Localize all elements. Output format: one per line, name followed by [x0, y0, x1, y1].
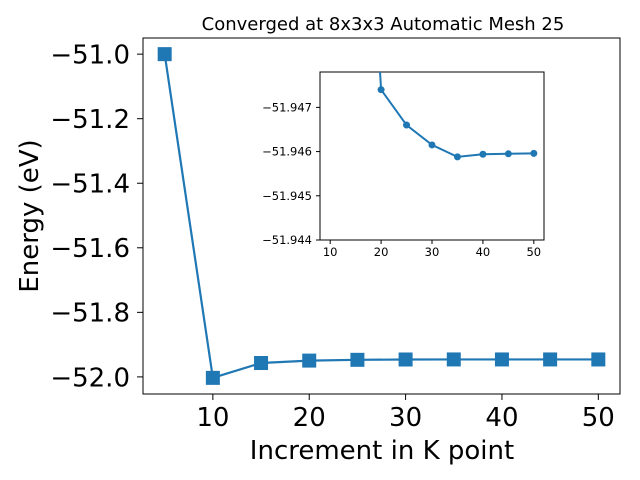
inset-x-axis: 10 20 30 40 50	[323, 240, 541, 259]
main-y-axis: −52.0 −51.8 −51.6 −51.4 −51.2 −51.0	[50, 40, 143, 393]
inset-x-tick-label: 30	[425, 245, 440, 259]
main-y-tick-label: −51.2	[50, 105, 130, 135]
inset-data-point	[377, 86, 385, 94]
inset-data-point	[428, 141, 436, 149]
inset-y-tick-label: −51.944	[262, 233, 312, 247]
main-x-tick-label: 50	[582, 403, 615, 433]
main-x-tick-label: 40	[485, 403, 518, 433]
inset-x-tick-label: 50	[526, 245, 541, 259]
main-y-tick-label: −51.8	[50, 299, 130, 329]
main-data-point	[446, 352, 461, 367]
inset-x-tick-label: 10	[323, 245, 338, 259]
inset-data-point	[479, 150, 487, 158]
main-x-tick-label: 30	[389, 403, 422, 433]
main-data-point	[350, 352, 365, 367]
y-axis-label: Energy (eV)	[15, 139, 45, 292]
main-data-point	[494, 352, 509, 367]
main-y-tick-label: −51.0	[50, 40, 130, 70]
inset-series-markers	[377, 86, 538, 161]
inset-data-point	[530, 149, 538, 157]
main-y-tick-label: −52.0	[50, 363, 130, 393]
main-x-axis: 10 20 30 40 50	[196, 394, 615, 433]
main-y-tick-label: −51.4	[50, 170, 130, 200]
main-data-point	[157, 47, 172, 62]
inset-y-tick-label: −51.945	[262, 189, 312, 203]
main-data-point	[543, 352, 558, 367]
inset-y-axis: −51.947 −51.946 −51.945 −51.944	[262, 101, 320, 247]
inset-data-point	[504, 150, 512, 158]
main-data-point	[254, 356, 269, 371]
main-x-tick-label: 20	[293, 403, 326, 433]
main-series-markers	[157, 47, 606, 385]
main-data-point	[591, 352, 606, 367]
chart-title: Converged at 8x3x3 Automatic Mesh 25	[202, 14, 565, 35]
inset-x-tick-label: 40	[476, 245, 491, 259]
inset-y-tick-label: −51.946	[262, 145, 312, 159]
x-axis-label: Increment in K point	[250, 436, 514, 466]
inset-data-point	[403, 121, 411, 129]
main-data-point	[398, 352, 413, 367]
main-series-line	[163, 53, 599, 380]
inset-x-tick-label: 20	[374, 245, 389, 259]
inset-series-line	[379, 72, 534, 158]
inset-data-point	[453, 153, 461, 161]
main-plot-frame	[142, 37, 621, 395]
main-data-point	[302, 353, 317, 368]
main-y-tick-label: −51.6	[50, 234, 130, 264]
inset-y-tick-label: −51.947	[262, 101, 312, 115]
main-x-tick-label: 10	[196, 403, 229, 433]
main-data-point	[205, 370, 220, 385]
